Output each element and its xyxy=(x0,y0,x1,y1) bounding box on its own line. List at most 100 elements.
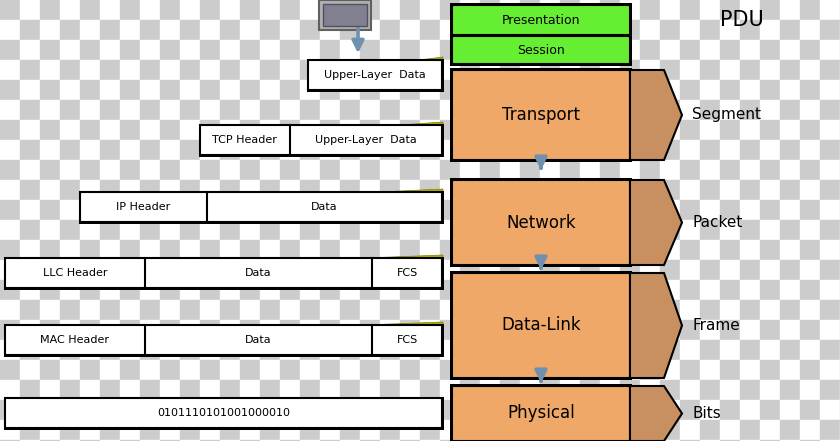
Bar xyxy=(323,4,367,26)
Bar xyxy=(480,320,500,340)
Bar xyxy=(200,340,220,360)
Bar xyxy=(580,420,600,440)
Bar xyxy=(220,440,240,441)
Bar xyxy=(240,240,260,260)
Bar xyxy=(720,0,740,20)
Bar xyxy=(820,380,840,400)
Bar xyxy=(780,20,800,40)
Bar xyxy=(160,320,180,340)
Bar xyxy=(740,140,760,160)
Bar xyxy=(500,220,520,240)
Bar xyxy=(60,380,80,400)
Bar xyxy=(380,200,400,220)
Bar xyxy=(360,400,380,420)
Bar xyxy=(820,120,840,140)
Bar xyxy=(340,300,360,320)
Bar xyxy=(280,280,300,300)
Bar xyxy=(40,140,60,160)
Bar xyxy=(800,440,820,441)
Bar xyxy=(60,400,80,420)
Bar xyxy=(560,200,580,220)
Bar xyxy=(80,380,100,400)
Bar xyxy=(680,220,700,240)
Bar xyxy=(620,0,640,20)
Bar xyxy=(520,200,540,220)
Bar xyxy=(160,300,180,320)
Bar xyxy=(80,192,442,222)
Bar xyxy=(100,120,120,140)
Bar xyxy=(60,360,80,380)
Polygon shape xyxy=(80,189,443,223)
Bar xyxy=(40,20,60,40)
Bar xyxy=(600,60,620,80)
Bar xyxy=(800,100,820,120)
Bar xyxy=(120,120,140,140)
Bar xyxy=(160,0,180,20)
Bar xyxy=(400,0,420,20)
Bar xyxy=(780,80,800,100)
Bar xyxy=(800,320,820,340)
Bar xyxy=(640,20,660,40)
Bar xyxy=(800,240,820,260)
Bar xyxy=(500,320,520,340)
Bar xyxy=(620,360,640,380)
Bar xyxy=(660,100,680,120)
Bar xyxy=(60,0,80,20)
Bar xyxy=(180,400,200,420)
Bar xyxy=(180,180,200,200)
Bar xyxy=(200,440,220,441)
Bar xyxy=(440,200,460,220)
Bar xyxy=(480,420,500,440)
Bar xyxy=(220,340,240,360)
Bar xyxy=(740,260,760,280)
Bar xyxy=(600,100,620,120)
Bar xyxy=(660,340,680,360)
Bar xyxy=(480,60,500,80)
Bar xyxy=(300,260,320,280)
Bar xyxy=(640,360,660,380)
Bar xyxy=(600,20,620,40)
Bar xyxy=(20,180,40,200)
Bar xyxy=(100,320,120,340)
Bar xyxy=(220,100,240,120)
Bar xyxy=(420,140,440,160)
Bar xyxy=(452,36,630,64)
Bar xyxy=(760,380,780,400)
Bar xyxy=(20,20,40,40)
Bar xyxy=(60,120,80,140)
Bar xyxy=(760,160,780,180)
Bar xyxy=(220,300,240,320)
Bar xyxy=(140,60,160,80)
Bar xyxy=(120,40,140,60)
Bar xyxy=(440,420,460,440)
Bar xyxy=(180,240,200,260)
Bar xyxy=(60,200,80,220)
Bar xyxy=(160,140,180,160)
Bar xyxy=(620,260,640,280)
Bar xyxy=(640,100,660,120)
Bar xyxy=(400,60,420,80)
Bar xyxy=(640,160,660,180)
Bar xyxy=(640,320,660,340)
Bar xyxy=(580,220,600,240)
Bar xyxy=(540,160,560,180)
Bar xyxy=(300,120,320,140)
Bar xyxy=(380,0,400,20)
Bar xyxy=(200,220,220,240)
Bar xyxy=(240,200,260,220)
Bar xyxy=(240,120,260,140)
Bar xyxy=(480,220,500,240)
Bar xyxy=(220,0,240,20)
Bar xyxy=(720,440,740,441)
Bar xyxy=(160,220,180,240)
Bar xyxy=(120,240,140,260)
Bar xyxy=(160,60,180,80)
Bar xyxy=(820,100,840,120)
Bar xyxy=(640,60,660,80)
Bar xyxy=(40,300,60,320)
Bar xyxy=(450,3,632,37)
Bar xyxy=(160,420,180,440)
Bar xyxy=(260,160,280,180)
Text: Packet: Packet xyxy=(692,215,743,230)
Bar xyxy=(660,20,680,40)
